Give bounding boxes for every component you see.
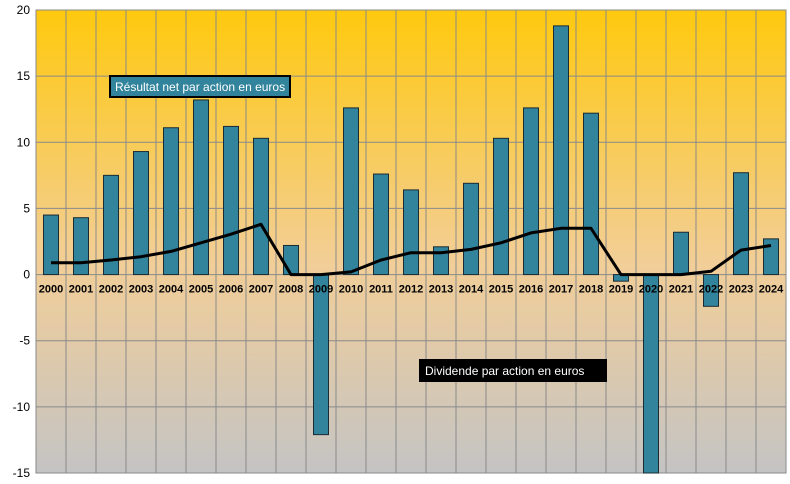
bar-2015 (493, 137, 509, 276)
x-tick-label: 2010 (339, 284, 363, 296)
bar-2001 (73, 217, 89, 276)
bar-2000 (43, 214, 59, 276)
x-tick-label: 2018 (579, 284, 603, 296)
x-tick-label: 2002 (99, 284, 123, 296)
x-axis: 2000 2001 2002 2003 2004 2005 2006 2007 2008 2009… (39, 284, 784, 296)
y-tick-label: 0 (23, 268, 30, 282)
x-tick-label: 2011 (369, 284, 393, 296)
x-tick-label: 2004 (159, 284, 184, 296)
x-tick-label: 2021 (669, 284, 693, 296)
y-tick-label: -10 (13, 400, 31, 414)
grid (35, 9, 787, 474)
bar-2018 (583, 112, 599, 276)
bar-2002 (103, 174, 119, 276)
x-tick-label: 2016 (519, 284, 543, 296)
label-box-dividende (419, 359, 607, 382)
y-tick-label: 5 (23, 201, 30, 215)
dividend-line (51, 222, 772, 277)
bar-2023 (733, 172, 749, 276)
bar-2011 (373, 173, 389, 276)
x-tick-label: 2024 (759, 284, 784, 296)
x-tick-label: 2001 (69, 284, 93, 296)
bar-2020 (643, 274, 659, 474)
bar-2021 (673, 231, 689, 276)
x-tick-label: 2006 (219, 284, 243, 296)
bar-2004 (163, 127, 179, 276)
label-box-dividende-text: Dividende par action en euros (425, 364, 584, 378)
x-tick-label: 2019 (609, 284, 633, 296)
x-tick-label: 2013 (429, 284, 453, 296)
x-tick-label: 2017 (549, 284, 573, 296)
bar-2010 (343, 107, 359, 276)
bar-2008 (283, 244, 299, 276)
x-tick-label: 2022 (699, 284, 723, 296)
bar-2003 (133, 151, 149, 276)
annotations: Résultat net par action en euros Dividend… (109, 75, 607, 382)
x-tick-label: 2012 (399, 284, 423, 296)
bar-2022 (703, 274, 719, 307)
bar-2024 (763, 238, 779, 276)
bar-2009 (313, 274, 329, 436)
y-tick-label: 10 (17, 135, 31, 149)
x-tick-label: 2009 (309, 284, 333, 296)
y-tick-label: -15 (13, 466, 31, 480)
x-tick-label: 2008 (279, 284, 303, 296)
y-tick-label: -5 (19, 334, 30, 348)
x-tick-label: 2014 (459, 284, 484, 296)
bar-2007 (253, 137, 269, 276)
bar-2012 (403, 189, 419, 276)
label-box-resultat (109, 75, 291, 98)
x-tick-label: 2020 (639, 284, 663, 296)
x-tick-label: 2005 (189, 284, 213, 296)
bar-2006 (223, 125, 239, 276)
x-tick-label: 2000 (39, 284, 63, 296)
bar-2014 (463, 182, 479, 276)
bar-2017 (553, 25, 569, 276)
x-tick-label: 2003 (129, 284, 153, 296)
y-tick-label: 20 (17, 3, 31, 17)
bar-2005 (193, 99, 209, 276)
y-axis: -15 -10 -5 0 5 10 15 20 (13, 3, 31, 480)
x-tick-label: 2007 (249, 284, 273, 296)
x-tick-label: 2023 (729, 284, 753, 296)
label-box-resultat-text: Résultat net par action en euros (115, 80, 285, 94)
y-tick-label: 15 (17, 69, 31, 83)
x-tick-label: 2015 (489, 284, 513, 296)
dividend-line-group (51, 222, 772, 277)
bar-2016 (523, 107, 539, 276)
